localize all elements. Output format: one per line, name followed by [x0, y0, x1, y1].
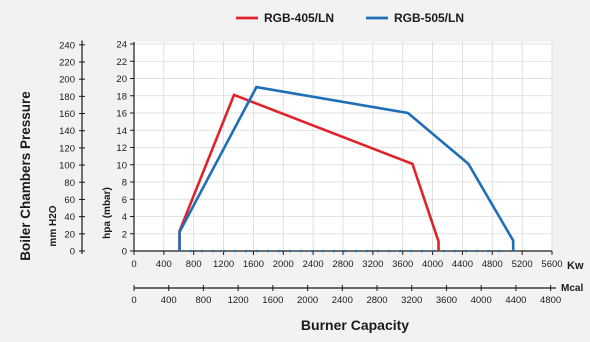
x-secondary-tick-label: 800: [196, 295, 212, 306]
y-right-tick-label: 0: [122, 247, 127, 258]
y-right-tick-label: 8: [122, 178, 127, 189]
legend-label: RGB-405/LN: [264, 11, 334, 25]
x-secondary-tick-label: 4000: [471, 295, 492, 306]
series-line-rgb-505-ln: [178, 85, 515, 251]
y-right-unit-label: hpa (mbar): [102, 187, 113, 239]
x-primary-tick-label: 4800: [482, 259, 503, 270]
x-primary-tick-label: 400: [156, 259, 172, 270]
x-primary-unit-label: Kw: [567, 260, 584, 272]
x-axis-title: Burner Capacity: [301, 317, 409, 333]
y-right-tick-label: 16: [116, 109, 127, 120]
y-right-tick-label: 22: [116, 57, 127, 68]
x-primary-tick-label: 0: [131, 259, 136, 270]
y-left-tick-label: 100: [59, 161, 75, 172]
x-primary-tick-label: 5200: [512, 259, 533, 270]
y-right-tick-label: 24: [116, 40, 127, 51]
x-secondary-tick-label: 2400: [332, 295, 353, 306]
y-right-tick-label: 18: [116, 91, 127, 102]
y-left-tick-label: 80: [64, 178, 75, 189]
x-secondary-tick-label: 4800: [540, 295, 561, 306]
y-left-tick-label: 200: [59, 75, 75, 86]
y-right-tick-label: 4: [122, 212, 127, 223]
x-primary-tick-label: 2400: [303, 259, 324, 270]
legend-label: RGB-505/LN: [394, 11, 464, 25]
y-right-tick-label: 2: [122, 229, 127, 240]
y-left-tick-label: 20: [64, 229, 75, 240]
x-primary-tick-label: 800: [186, 259, 202, 270]
x-secondary-tick-label: 0: [131, 295, 136, 306]
legend: RGB-405/LN RGB-505/LN: [236, 11, 464, 25]
y-left-tick-label: 160: [59, 109, 75, 120]
x-primary-tick-label: 4400: [452, 259, 473, 270]
y-left-tick-label: 180: [59, 92, 75, 103]
x-primary-tick-label: 1200: [213, 259, 234, 270]
x-primary-tick-label: 1600: [243, 259, 264, 270]
x-primary-tick-label: 2800: [332, 259, 353, 270]
y-right-tick-label: 14: [116, 126, 127, 137]
x-primary-tick-label: 3600: [392, 259, 413, 270]
x-secondary-tick-label: 1200: [228, 295, 249, 306]
x-primary-tick-label: 3200: [362, 259, 383, 270]
x-primary-tick-label: 5600: [541, 259, 562, 270]
y-left-tick-label: 220: [59, 57, 75, 68]
grid: [133, 42, 553, 252]
series-layer: [178, 85, 515, 253]
y-left-tick-label: 0: [70, 247, 75, 258]
y-left-tick-label: 60: [64, 195, 75, 206]
y-left-tick-label: 240: [59, 40, 75, 51]
y-left-tick-label: 40: [64, 212, 75, 223]
y-left-tick-label: 140: [59, 126, 75, 137]
x-primary-tick-label: 4000: [422, 259, 443, 270]
x-primary-tick-label: 2000: [273, 259, 294, 270]
y-axis-title: Boiler Chambers Pressure: [18, 91, 33, 261]
x-secondary-tick-label: 2000: [297, 295, 318, 306]
x-secondary-tick-label: 3200: [401, 295, 422, 306]
x-secondary-unit-label: Mcal: [561, 283, 583, 294]
x-secondary-tick-label: 3600: [436, 295, 457, 306]
x-secondary-tick-label: 2800: [366, 295, 387, 306]
y-right-tick-label: 6: [122, 195, 127, 206]
y-right-tick-label: 20: [116, 74, 127, 85]
y-left-tick-label: 120: [59, 143, 75, 154]
x-secondary-tick-label: 4400: [505, 295, 526, 306]
y-right-tick-label: 10: [116, 160, 127, 171]
y-left-unit-label: mm H2O: [48, 205, 59, 246]
axes: 0204060801001201401601802002202400246810…: [59, 40, 562, 307]
y-right-tick-label: 12: [116, 143, 127, 154]
x-secondary-tick-label: 400: [161, 295, 177, 306]
x-secondary-tick-label: 1600: [262, 295, 283, 306]
